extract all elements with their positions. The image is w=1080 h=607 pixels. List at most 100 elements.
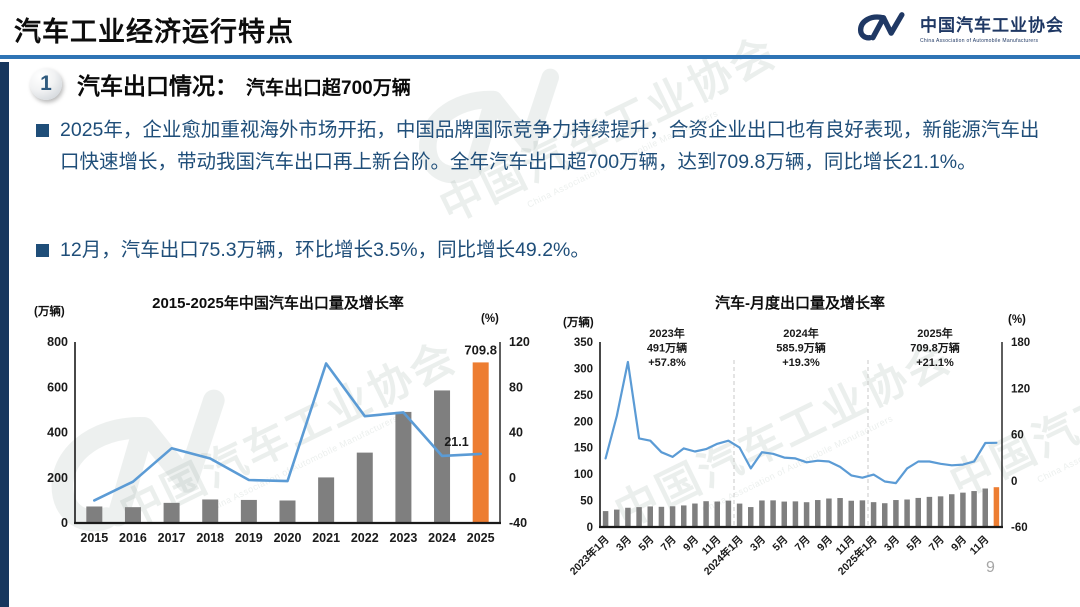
- bar: [904, 499, 910, 527]
- x-axis-label: 5月: [770, 534, 790, 554]
- monthly-export-chart: 0 50 100 150 200 250 300 350 -60 0 60 120 180 2023年1月…: [567, 326, 1030, 578]
- bar: [915, 497, 921, 527]
- x-axis-label: 5月: [636, 534, 656, 554]
- bar: [240, 499, 257, 523]
- bar: [837, 498, 843, 527]
- annotation-text: +19.3%: [782, 357, 820, 369]
- caam-logo-text: 中国汽车工业协会 China Association of Automobile…: [920, 11, 1064, 44]
- bar: [658, 506, 665, 527]
- bar: [882, 503, 888, 527]
- x-axis-label: 7月: [927, 534, 947, 554]
- bar: [625, 507, 631, 527]
- section-subheading: 汽车出口超700万辆: [246, 78, 411, 99]
- bar: [202, 499, 219, 523]
- bar: [602, 511, 609, 527]
- bar: [926, 496, 933, 527]
- x-axis-label: 9月: [815, 534, 835, 554]
- secondary-y-axis-tick-label: 60: [1011, 430, 1024, 442]
- bar-data-label: 709.8: [464, 342, 497, 357]
- x-axis-label: 2017: [158, 531, 186, 545]
- x-axis-label: 2015: [80, 531, 108, 545]
- y-axis-tick-label: 150: [574, 443, 593, 455]
- y-axis-tick-label: 300: [574, 363, 593, 375]
- x-axis-label: 2023年1月: [567, 533, 612, 578]
- header-divider: [0, 55, 1080, 59]
- bar: [395, 411, 412, 523]
- y-axis-tick-label: 0: [61, 516, 68, 530]
- bar: [703, 501, 709, 527]
- x-axis-label: 3月: [882, 534, 902, 554]
- bar: [647, 506, 653, 527]
- monthly-chart-unit-right: (%): [1008, 314, 1026, 326]
- annotation-text: 491万辆: [647, 341, 687, 355]
- annotation-text: 585.9万辆: [776, 341, 826, 355]
- x-axis-label: 2019: [235, 531, 263, 545]
- annotation-text: 2024年: [783, 326, 818, 340]
- y-axis-tick-label: 50: [580, 496, 593, 508]
- line-data-label: 21.1: [444, 435, 468, 449]
- y-axis-tick-label: 350: [574, 337, 593, 349]
- x-axis-label: 5月: [904, 534, 924, 554]
- secondary-y-axis-tick-label: -60: [1011, 522, 1028, 534]
- bar: [163, 502, 180, 523]
- bar: [949, 494, 955, 527]
- x-axis-label: 9月: [681, 534, 701, 554]
- bar: [124, 507, 141, 523]
- y-axis-tick-label: 600: [47, 380, 68, 394]
- annotation-text: 709.8万辆: [910, 341, 960, 355]
- secondary-y-axis-tick-label: 40: [509, 426, 523, 440]
- caam-monogram-icon: [857, 12, 905, 41]
- annotation-text: 2023年: [649, 326, 684, 340]
- monthly-chart-unit-left: (万辆): [563, 317, 594, 329]
- y-axis-tick-label: 400: [47, 426, 68, 440]
- bar: [636, 507, 642, 527]
- bar: [815, 500, 821, 527]
- bullet-text: 2025年，企业愈加重视海外市场开拓，中国品牌国际竞争力持续提升，合资企业出口也…: [60, 119, 1040, 174]
- annotation-text: +21.1%: [916, 357, 954, 369]
- bar: [759, 500, 765, 527]
- trend-line: [604, 360, 998, 485]
- bullet-text: 12月，汽车出口75.3万辆，环比增长3.5%，同比增长49.2%。: [60, 239, 590, 261]
- x-axis-label: 9月: [949, 534, 969, 554]
- x-axis-label: 2020: [274, 531, 302, 545]
- bar: [971, 491, 977, 527]
- x-axis-label: 7月: [659, 534, 679, 554]
- secondary-y-axis-tick-label: 0: [509, 471, 516, 485]
- annual-export-chart: 0 200 400 600 800 -40 0 40 80 120 2015 2016 2017 2018…: [47, 335, 530, 545]
- caam-logo: 中国汽车工业协会 China Association of Automobile…: [853, 10, 1064, 44]
- secondary-y-axis-tick-label: 80: [509, 380, 523, 394]
- section-heading: 汽车出口情况：: [77, 73, 238, 99]
- y-axis-tick-label: 200: [574, 416, 593, 428]
- page-number: 9: [986, 559, 995, 576]
- bar: [318, 477, 335, 523]
- bar: [848, 500, 854, 527]
- section-number-badge: 1: [30, 68, 62, 100]
- bar: [803, 502, 810, 527]
- bar: [725, 500, 732, 527]
- y-axis-tick-label: 200: [47, 471, 68, 485]
- x-axis-label: 2018: [196, 531, 224, 545]
- annotation-text: +57.8%: [648, 357, 686, 369]
- x-axis-label: 2021: [312, 531, 340, 545]
- y-axis-tick-label: 800: [47, 335, 68, 349]
- trend-line: [93, 362, 483, 502]
- bullet-item: 2025年，企业愈加重视海外市场开拓，中国品牌国际竞争力持续提升，合资企业出口也…: [36, 114, 1044, 179]
- bar: [993, 487, 1000, 527]
- x-axis-label: 2025: [467, 531, 495, 545]
- bullet-marker-icon: [36, 244, 49, 257]
- bar: [826, 498, 832, 527]
- bullet-marker-icon: [36, 124, 49, 137]
- annual-chart-unit-left: (万辆): [34, 306, 65, 318]
- bar: [859, 500, 866, 527]
- bar: [870, 502, 877, 527]
- section-header: 1 汽车出口情况： 汽车出口超700万辆: [30, 67, 411, 101]
- x-axis-label: 3月: [748, 534, 768, 554]
- x-axis-label: 2024: [428, 531, 456, 545]
- bar: [937, 496, 944, 527]
- bar: [960, 492, 966, 527]
- x-axis-label: 2016: [119, 531, 147, 545]
- bar: [86, 506, 103, 523]
- secondary-y-axis-tick-label: 120: [509, 335, 530, 349]
- secondary-y-axis-tick-label: 120: [1011, 383, 1030, 395]
- secondary-y-axis-tick-label: 0: [1011, 476, 1017, 488]
